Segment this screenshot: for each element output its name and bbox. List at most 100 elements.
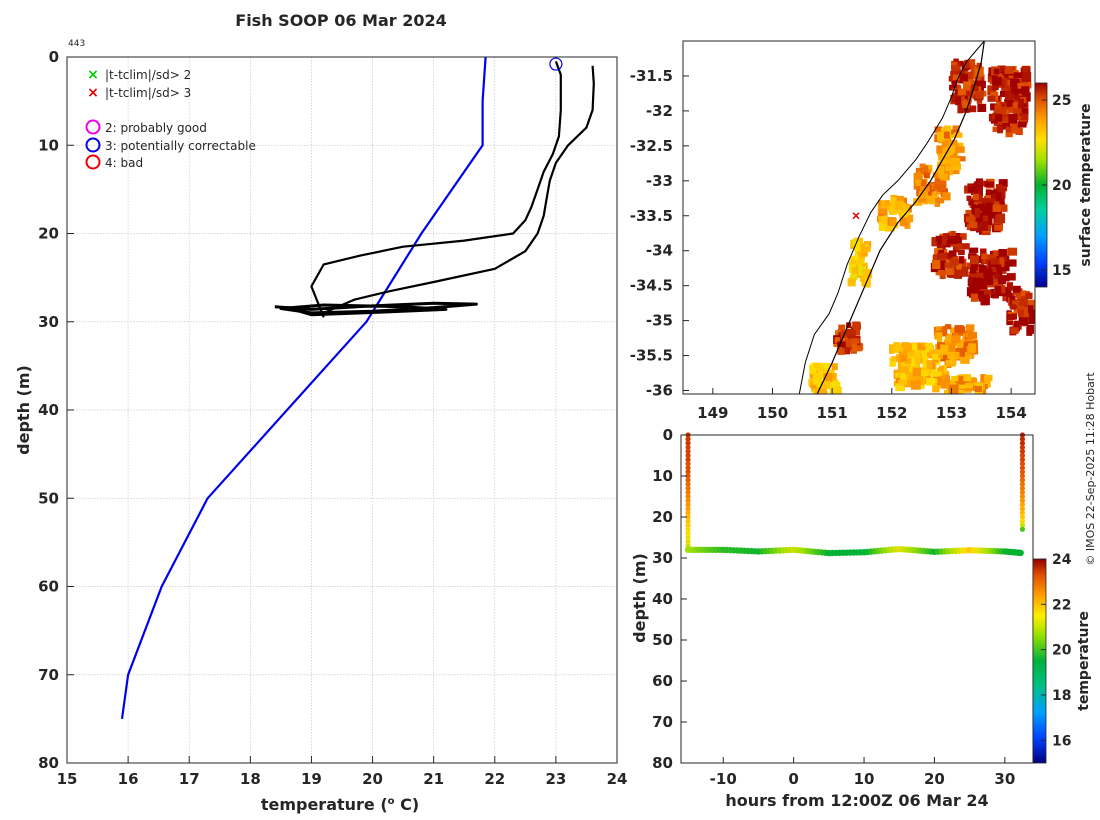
sst-pixel [972,193,979,201]
sst-pixel [926,195,935,203]
sst-pixel [975,91,984,99]
legend-flag2-label: |t-tclim|/sd> 2 [105,68,191,82]
sst-pixel [947,145,956,154]
sst-pixel [950,327,958,333]
sst-pixel [895,372,902,380]
sst-pixel [853,326,861,336]
chart-title: Fish SOOP 06 Mar 2024 [235,11,446,30]
sst-pixel [993,73,1002,79]
sst-pixel [996,106,1007,114]
sst-pixel [932,353,939,360]
sst-pixel [881,215,887,224]
sst-pixel [829,387,838,394]
sst-pixel [995,267,1003,277]
sst-pixel [970,84,979,92]
sst-pixel [949,379,957,387]
sst-pixel [1021,72,1032,83]
sst-pixel [970,255,980,265]
sst-pixel [993,68,1000,75]
sst-pixel [1006,126,1012,133]
sst-pixel [926,360,933,369]
credit-text: © IMOS 22-Sep-2025 11:28 Hobart [1084,372,1097,566]
sst-pixel [965,382,973,389]
cast-point [685,514,691,520]
sst-pixel [890,197,897,205]
sst-pixel [958,249,965,256]
sst-pixel [957,70,966,77]
sst-pixel [943,339,950,346]
sst-pixel [1012,87,1021,94]
sst-pixel [911,343,918,351]
sst-pixel [955,243,963,250]
sst-pixel [918,190,929,199]
sst-pixel [858,265,867,276]
sst-pixel [975,283,986,293]
sst-pixel [926,378,936,386]
sst-pixel [994,224,1004,231]
sst-pixel [822,362,831,369]
map-y-tick: -34.5 [630,277,673,295]
sst-pixel [1026,299,1035,309]
sst-pixel [1011,82,1021,91]
sst-pixel [1020,113,1029,121]
profile-line-bottom-noise [274,301,478,317]
sst-pixel [878,200,884,207]
sst-pixel [848,264,856,274]
sst-pixel [900,355,907,362]
sst-pixel [894,200,904,210]
sst-pixel [953,132,963,138]
sst-pixel [967,332,978,339]
sst-pixel [856,244,865,254]
profile-y-tick: 70 [38,666,59,684]
cast-point [685,530,691,537]
sst-pixel [904,379,913,388]
sst-pixel [893,342,900,351]
sst-pixel [947,350,956,360]
shelf-edge-line [816,41,985,394]
sst-pixel [985,289,992,295]
sst-pixel [978,295,985,302]
timeseries-panel: -10 0 10 20 30 0 10 20 30 40 50 60 70 80 16 18 20 22 24 t… [630,426,1092,810]
sst-pixel [992,76,1002,86]
cast-point [685,452,691,459]
sst-pixel [884,200,890,206]
sst-pixel [912,361,921,371]
timeseries-y-tick: 60 [652,672,673,690]
sst-pixel [938,173,948,181]
sst-pixel [952,74,960,81]
sst-pixel [959,266,969,277]
sst-pixel [899,217,909,227]
sst-pixel [897,361,904,371]
sst-pixel [998,179,1008,188]
sst-pixel [931,365,937,374]
sst-pixel [1010,124,1019,134]
sst-pixel [913,376,924,385]
sst-pixel [945,159,951,168]
sst-pixel [838,324,846,330]
sst-pixel [939,270,946,276]
sst-pixel [968,339,978,346]
profile-ylabel: depth (m) [14,365,33,455]
sst-pixel [969,289,978,298]
sst-pixel [1005,105,1015,113]
sst-pixel [997,125,1003,134]
temp-colorbar-tick: 18 [1052,688,1071,704]
sst-pixel [831,363,838,371]
sst-pixel [987,207,998,215]
sst-pixel [921,350,930,359]
sst-pixel [995,213,1006,224]
timeseries-x-tick: 30 [994,770,1015,788]
sst-pixel [914,357,921,364]
sst-pixel [901,366,909,373]
sst-pixel [968,198,979,206]
sst-pixel [955,96,962,106]
legend-q3-marker [85,137,101,153]
sst-pixel [992,250,1002,257]
sst-pixel [831,372,837,381]
sst-pixel [1019,317,1029,325]
map-y-tick: -32 [646,102,673,120]
sst-pixel [990,288,998,299]
map-x-tick: 150 [757,404,788,422]
sst-pixel [944,166,953,176]
